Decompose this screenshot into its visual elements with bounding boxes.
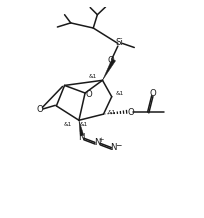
Polygon shape	[79, 120, 83, 136]
Text: &1: &1	[115, 90, 123, 95]
Text: N: N	[77, 133, 84, 142]
Text: &1: &1	[63, 122, 71, 127]
Text: N: N	[110, 143, 116, 152]
Text: &1: &1	[88, 74, 96, 79]
Text: −: −	[114, 141, 121, 150]
Text: &1: &1	[108, 110, 116, 115]
Text: O: O	[149, 89, 155, 98]
Text: O: O	[85, 90, 92, 99]
Text: O: O	[37, 104, 43, 114]
Text: Si: Si	[114, 38, 122, 47]
Text: N: N	[94, 138, 100, 147]
Text: +: +	[98, 137, 104, 143]
Polygon shape	[102, 59, 115, 80]
Text: O: O	[127, 108, 134, 117]
Text: O: O	[107, 56, 113, 65]
Text: &1: &1	[80, 122, 88, 127]
